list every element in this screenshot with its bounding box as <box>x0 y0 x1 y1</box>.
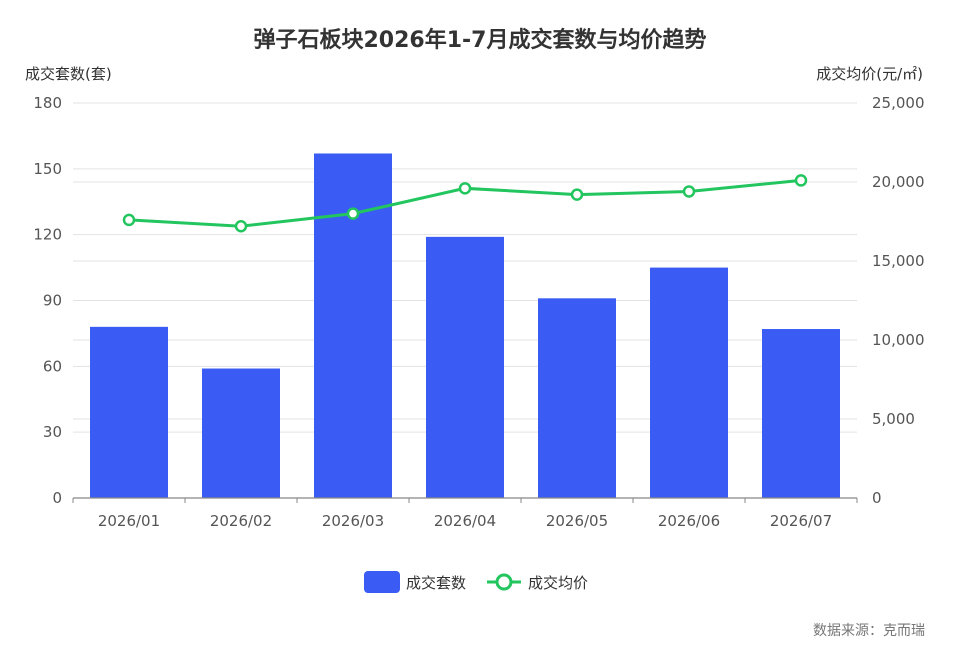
legend[interactable]: 成交套数 成交均价 <box>364 571 588 593</box>
price-point[interactable] <box>122 213 136 227</box>
y-right-tick-label: 0 <box>872 489 882 507</box>
x-tick-label: 2026/04 <box>434 512 496 530</box>
y-left-tick-label: 90 <box>43 292 62 310</box>
price-point[interactable] <box>794 174 808 187</box>
y-left-tick-label: 180 <box>33 94 62 112</box>
price-point[interactable] <box>682 185 696 198</box>
price-point[interactable] <box>458 182 472 195</box>
bar-volume[interactable] <box>762 329 840 498</box>
y-left-tick-label: 0 <box>52 489 62 507</box>
bar-volume[interactable] <box>90 326 168 498</box>
y-left-tick-label: 120 <box>33 226 62 244</box>
x-tick-label: 2026/01 <box>98 512 160 530</box>
x-tick-label: 2026/06 <box>658 512 720 530</box>
bar-volume[interactable] <box>538 298 616 498</box>
x-tick-label: 2026/03 <box>322 512 384 530</box>
line-series-price <box>122 174 808 233</box>
legend-item-price[interactable]: 成交均价 <box>487 573 588 592</box>
bar-volume[interactable] <box>650 267 728 498</box>
y-right-tick-label: 5,000 <box>872 410 915 428</box>
y-right-tick-label: 10,000 <box>872 331 925 349</box>
right-axis-label: 成交均价(元/㎡) <box>816 65 923 83</box>
y-right-tick-label: 15,000 <box>872 252 925 270</box>
chart-title: 弹子石板块2026年1-7月成交套数与均价趋势 <box>254 27 707 53</box>
legend-marker-price <box>495 573 513 591</box>
x-tick-label: 2026/07 <box>770 512 832 530</box>
legend-label-price: 成交均价 <box>528 574 588 592</box>
legend-item-volume[interactable]: 成交套数 <box>364 571 466 593</box>
x-tick-label: 2026/02 <box>210 512 272 530</box>
y-left-tick-label: 150 <box>33 160 62 178</box>
source-note: 数据来源：克而瑞 <box>813 623 925 639</box>
bar-volume[interactable] <box>426 236 504 498</box>
legend-swatch-volume <box>364 571 400 593</box>
legend-label-volume: 成交套数 <box>406 574 466 592</box>
y-right-tick-label: 20,000 <box>872 173 925 191</box>
y-right-tick-label: 25,000 <box>872 94 925 112</box>
price-point[interactable] <box>570 188 584 201</box>
x-tick-label: 2026/05 <box>546 512 608 530</box>
y-left-tick-label: 60 <box>43 357 62 375</box>
bar-volume[interactable] <box>314 153 392 498</box>
axes: 0 30 60 90 120 150 180 0 5,000 10,000 15,000 20,000… <box>33 94 924 530</box>
bar-series-volume <box>90 153 840 498</box>
y-left-tick-label: 30 <box>43 423 62 441</box>
price-point[interactable] <box>346 207 360 220</box>
left-axis-label: 成交套数(套) <box>25 65 112 83</box>
bar-volume[interactable] <box>202 368 280 498</box>
price-point[interactable] <box>234 219 248 233</box>
